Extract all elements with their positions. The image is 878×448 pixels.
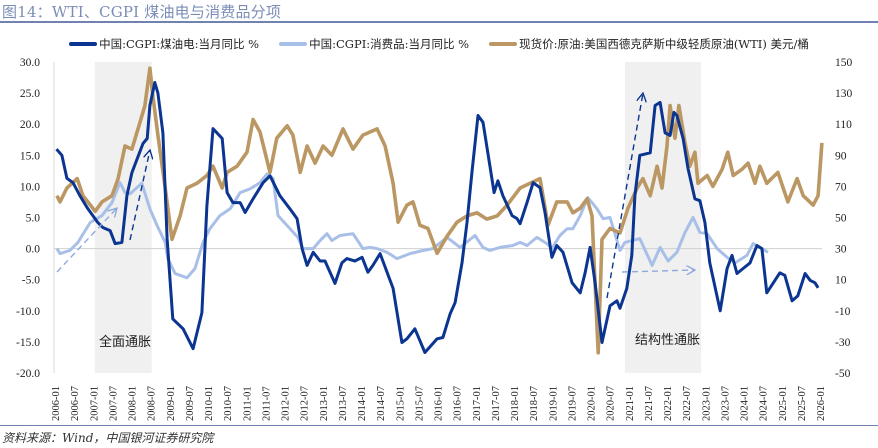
x-axis-tick-label: 2021-01 — [625, 386, 636, 421]
trend-arrow-energy-2021 — [606, 93, 643, 299]
trend-arrow-energy-2008 — [129, 150, 150, 241]
annotation-general-inflation: 全面通胀 — [99, 334, 151, 350]
x-axis-tick-label: 2008-07 — [147, 386, 158, 421]
x-axis-tick-label: 2009-01 — [166, 386, 177, 421]
left-axis-tick-label: 10.0 — [20, 181, 40, 193]
shaded-period-1 — [624, 62, 702, 373]
x-axis-tick-label: 2012-07 — [300, 386, 311, 421]
trend-arrows — [56, 93, 695, 299]
right-axis-tick-label: 70 — [835, 181, 847, 193]
right-axis-tick-label: 110 — [835, 119, 852, 131]
x-axis-tick-label: 2011-07 — [261, 386, 272, 421]
left-axis-tick-label: 20.0 — [20, 119, 40, 131]
x-axis-tick-label: 2014-07 — [376, 386, 387, 421]
x-axis-tick-label: 2007-07 — [108, 386, 119, 421]
x-axis-tick-label: 2024-07 — [759, 386, 770, 421]
right-axis-tick-label: 90 — [835, 150, 847, 162]
left-axis-tick-label: -5.0 — [22, 275, 40, 287]
right-axis-tick-label: 30 — [835, 244, 847, 256]
x-axis-tick-label: 2008-01 — [128, 386, 139, 421]
right-axis-tick-label: -10 — [835, 306, 851, 318]
left-axis-tick-label: 15.0 — [20, 150, 40, 162]
left-axis-tick-label: 5.0 — [26, 213, 41, 225]
legend-label: 中国:CGPI:煤油电:当月同比 % — [99, 37, 260, 51]
legend-label: 现货价:原油:美国西德克萨斯中级轻质原油(WTI) 美元/桶 — [519, 37, 809, 51]
left-axis-tick-label: 0.0 — [26, 244, 41, 256]
legend-swatch — [489, 42, 518, 46]
trend-arrow-consumer-2007 — [56, 208, 117, 273]
x-axis-tick-label: 2017-01 — [472, 386, 483, 421]
left-axis-tick-label: -20.0 — [16, 368, 40, 380]
x-axis-tick-label: 2009-07 — [185, 386, 196, 421]
legend-label: 中国:CGPI:消费品:当月同比 % — [309, 37, 470, 51]
x-axis-tick-label: 2006-01 — [51, 386, 62, 421]
right-axis-tick-label: 150 — [835, 57, 853, 69]
x-axis-tick-label: 2006-07 — [70, 386, 81, 421]
x-axis-tick-label: 2023-01 — [701, 386, 712, 421]
x-axis-tick-label: 2017-07 — [491, 386, 502, 421]
x-axis-tick-label: 2021-07 — [644, 386, 655, 421]
right-axis-tick-label: 10 — [835, 275, 847, 287]
legend-item-coal-oil-power: 中国:CGPI:煤油电:当月同比 % — [69, 36, 259, 52]
x-axis-tick-label: 2015-01 — [395, 386, 406, 421]
source-note: 资料来源：Wind，中国银河证券研究院 — [2, 431, 214, 445]
x-axis-tick-label: 2015-07 — [414, 386, 425, 421]
right-axis-tick-label: 50 — [835, 213, 847, 225]
legend-swatch — [279, 42, 308, 46]
x-axis-tick-label: 2018-07 — [529, 386, 540, 421]
right-axis-tick-label: -50 — [835, 368, 851, 380]
left-axis-tick-label: -15.0 — [16, 337, 40, 349]
x-axis-tick-label: 2018-01 — [510, 386, 521, 421]
x-axis-tick-label: 2022-07 — [682, 386, 693, 421]
left-axis-tick-label: 30.0 — [20, 57, 40, 69]
series-line-coal-oil-power — [55, 81, 820, 354]
x-axis-tick-label: 2025-07 — [797, 386, 808, 421]
right-axis-tick-label: -30 — [835, 337, 851, 349]
x-axis-tick-label: 2010-01 — [204, 386, 215, 421]
x-axis-tick-label: 2025-01 — [778, 386, 789, 421]
annotation-structural-inflation: 结构性通胀 — [635, 333, 700, 348]
x-axis-tick-label: 2016-07 — [453, 386, 464, 421]
title-divider — [0, 21, 878, 23]
x-axis-tick-label: 2023-07 — [720, 386, 731, 421]
left-axis-tick-label: 25.0 — [20, 88, 40, 100]
x-axis-tick-label: 2007-01 — [89, 386, 100, 421]
x-axis-tick-label: 2019-01 — [548, 386, 559, 421]
x-axis-tick-label: 2020-01 — [587, 386, 598, 421]
x-axis-tick-label: 2016-01 — [434, 386, 445, 421]
x-axis-tick-label: 2019-07 — [567, 386, 578, 421]
x-axis-tick-label: 2010-07 — [223, 386, 234, 421]
x-axis-tick-label: 2013-01 — [319, 386, 330, 421]
right-axis-tick-label: 130 — [835, 88, 853, 100]
x-axis-tick-label: 2013-07 — [338, 386, 349, 421]
left-axis-tick-label: -10.0 — [16, 306, 40, 318]
x-axis-tick-label: 2022-01 — [663, 386, 674, 421]
x-axis-tick-label: 2026-01 — [816, 386, 827, 421]
legend: 中国:CGPI:煤油电:当月同比 % 中国:CGPI:消费品:当月同比 % 现货… — [0, 36, 878, 52]
x-axis-tick-label: 2024-01 — [740, 386, 751, 421]
trend-arrow-consumer-2021 — [621, 270, 695, 272]
x-axis-tick-label: 2020-07 — [606, 386, 617, 421]
footer-divider — [0, 425, 878, 426]
x-axis-tick-label: 2011-01 — [242, 386, 253, 421]
x-axis-tick-label: 2014-01 — [357, 386, 368, 421]
x-axis-tick-label: 2012-01 — [281, 386, 292, 421]
legend-item-consumer-goods: 中国:CGPI:消费品:当月同比 % — [279, 36, 469, 52]
chart-title: 图14：WTI、CGPI 煤油电与消费品分项 — [2, 3, 282, 21]
legend-swatch — [69, 42, 98, 46]
legend-item-wti: 现货价:原油:美国西德克萨斯中级轻质原油(WTI) 美元/桶 — [489, 36, 809, 52]
